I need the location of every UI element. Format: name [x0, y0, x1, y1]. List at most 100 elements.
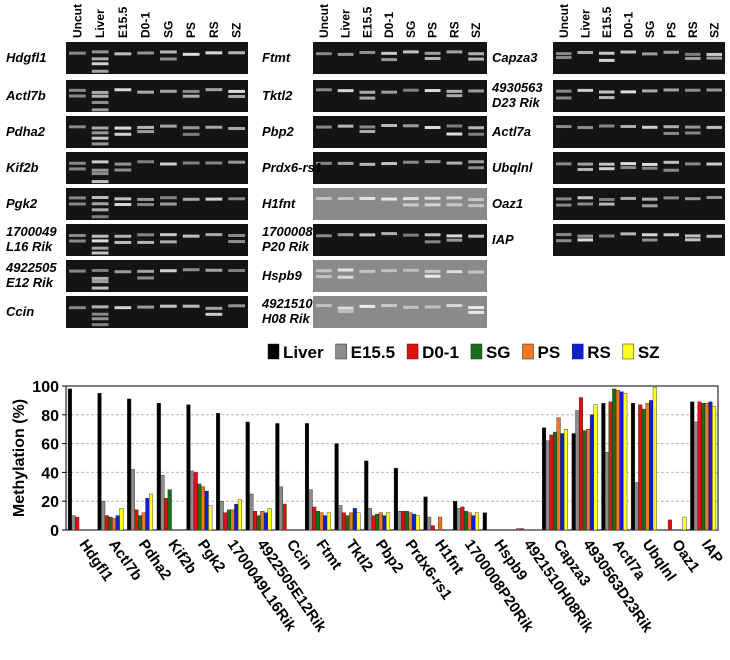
y-tick-label: 100: [32, 379, 59, 396]
gel-band: [556, 239, 572, 243]
gel-band: [577, 162, 593, 166]
gene-label: Hdgfl1: [6, 50, 46, 65]
bar: [697, 401, 702, 531]
gel-band: [381, 51, 397, 55]
gene-label: Pdha2: [6, 124, 46, 139]
gel-band: [205, 161, 223, 165]
legend-label: D0-1: [422, 343, 459, 362]
legend-swatch: [571, 343, 584, 360]
gel-band: [228, 160, 245, 164]
gel-band: [685, 131, 701, 135]
gel-band: [620, 196, 636, 200]
gene-label-line: Hspb9: [262, 268, 303, 283]
bar: [412, 513, 417, 531]
gene-label: Ubqlnl: [492, 160, 533, 175]
lane-label: PS: [426, 22, 440, 38]
gel-band: [663, 168, 679, 172]
gel-band: [160, 233, 177, 237]
gel-band: [577, 88, 593, 92]
gel-band: [137, 51, 154, 55]
gel-band: [91, 172, 109, 176]
bar: [245, 421, 250, 531]
gel-band: [182, 89, 200, 93]
gel-band: [337, 268, 354, 272]
bar: [130, 469, 135, 531]
x-tick-label: Pgk2: [194, 537, 228, 576]
bar: [193, 472, 198, 531]
gel-band: [316, 125, 332, 129]
gel-band: [446, 238, 463, 242]
gel-band: [468, 198, 484, 202]
bar: [197, 483, 202, 531]
gel-band: [160, 89, 177, 93]
bar: [474, 512, 480, 531]
bar: [704, 403, 709, 531]
gel-band: [446, 50, 463, 54]
gel-band: [468, 52, 484, 56]
gel-band: [69, 167, 86, 171]
x-tick-label: Tktl2: [342, 537, 376, 575]
gel-band: [663, 160, 679, 164]
gel-band: [577, 238, 593, 242]
gene-label-line: Pgk2: [6, 196, 38, 211]
gel-image: [313, 116, 487, 148]
gene-label: Capza3: [492, 50, 538, 65]
gene-label: Pbp2: [262, 124, 295, 139]
bar: [371, 515, 376, 531]
legend-label: E15.5: [351, 343, 395, 362]
gel-band: [114, 270, 132, 274]
gene-label-line: Oaz1: [492, 196, 523, 211]
gel-band: [91, 251, 109, 255]
gel-band: [620, 90, 636, 94]
gel-band: [685, 238, 701, 242]
gel-band: [205, 306, 223, 310]
gel-band: [577, 196, 593, 200]
gel-band: [446, 124, 463, 128]
gel-band: [91, 126, 109, 130]
gel-band: [663, 125, 679, 129]
gel-band: [381, 124, 397, 128]
bar: [571, 433, 576, 531]
bar: [386, 512, 391, 531]
gel-band: [205, 268, 223, 272]
gel-band: [91, 136, 109, 140]
bar: [545, 440, 550, 531]
gel-band: [577, 202, 593, 206]
bar: [200, 486, 206, 531]
bar: [404, 511, 409, 531]
gel-band: [468, 234, 484, 238]
gene-label-line: Hdgfl1: [6, 50, 46, 65]
bar: [516, 528, 521, 531]
gel-band: [468, 89, 484, 93]
legend-label: SG: [486, 343, 511, 362]
bar: [156, 403, 161, 531]
bar: [378, 512, 383, 531]
gene-label-line: P20 Rik: [262, 239, 310, 254]
bar: [427, 516, 432, 531]
gel-band: [91, 50, 109, 54]
lane-label: Liver: [339, 9, 353, 38]
gene-label: IAP: [492, 232, 514, 247]
gel-band: [228, 268, 245, 272]
bar: [649, 400, 654, 531]
gel-band: [403, 268, 419, 272]
gel-band: [706, 88, 722, 92]
bar: [323, 515, 328, 531]
bar: [341, 512, 346, 531]
gel-band: [599, 234, 615, 238]
gel-band: [114, 52, 132, 56]
gel-band: [424, 203, 441, 207]
bar: [471, 515, 476, 531]
gel-band: [599, 124, 615, 128]
gel-band: [91, 69, 109, 73]
bar: [101, 501, 106, 531]
gene-label-line: Ftmt: [262, 50, 291, 65]
gel-band: [446, 234, 463, 238]
bar: [308, 489, 313, 531]
bar: [393, 467, 398, 531]
gel-band: [69, 196, 86, 200]
gel-band: [160, 57, 177, 61]
lane-label: PS: [664, 22, 678, 38]
gel-band: [91, 312, 109, 316]
bar: [542, 427, 547, 531]
